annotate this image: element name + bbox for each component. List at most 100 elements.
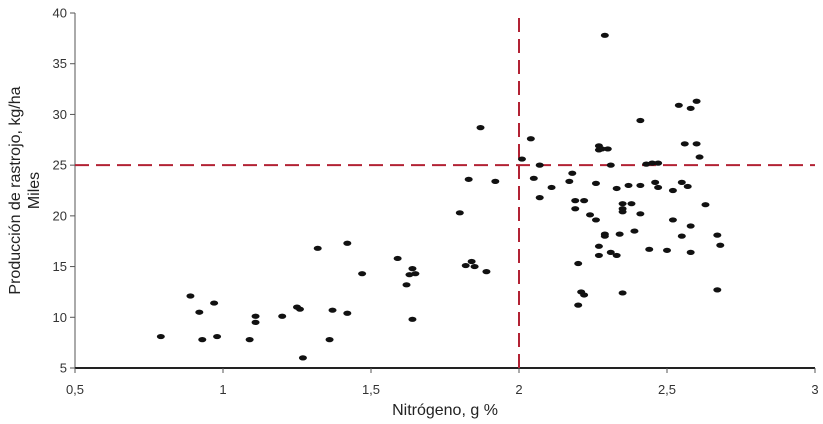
- data-point: [571, 198, 580, 204]
- y-tick-label: 30: [53, 107, 67, 122]
- data-point: [716, 242, 725, 248]
- data-point: [695, 154, 704, 160]
- data-points: [156, 32, 725, 361]
- data-point: [627, 201, 636, 207]
- data-point: [568, 170, 577, 176]
- data-point: [547, 184, 556, 191]
- data-point: [612, 252, 621, 259]
- data-point: [630, 228, 639, 234]
- x-tick-label: 2: [515, 382, 522, 397]
- data-point: [491, 178, 500, 184]
- data-point: [680, 141, 689, 147]
- data-point: [574, 302, 583, 308]
- y-tick-label: 35: [53, 56, 67, 71]
- data-point: [245, 337, 254, 343]
- data-point: [663, 247, 671, 253]
- data-point: [668, 187, 677, 194]
- data-point: [594, 252, 603, 259]
- data-point: [529, 175, 538, 181]
- data-point: [278, 313, 287, 319]
- data-point: [210, 300, 219, 306]
- data-point: [668, 217, 677, 223]
- data-point: [482, 269, 491, 275]
- x-tick-label: 0,5: [66, 382, 84, 397]
- data-point: [591, 217, 600, 223]
- data-point: [636, 117, 645, 124]
- data-point: [343, 240, 352, 246]
- y-tick-label: 20: [53, 208, 67, 223]
- data-point: [295, 306, 304, 312]
- data-point: [213, 333, 222, 340]
- data-point: [325, 337, 334, 343]
- data-point: [467, 258, 476, 265]
- y-axis-title: Producción de rastrojo, kg/ha: [7, 86, 24, 294]
- data-point: [615, 231, 624, 237]
- data-point: [597, 146, 606, 152]
- data-point: [408, 266, 417, 272]
- data-point: [713, 232, 722, 238]
- data-point: [701, 202, 710, 208]
- data-point: [713, 287, 722, 293]
- data-point: [313, 245, 322, 251]
- data-point: [686, 223, 695, 229]
- data-point: [476, 125, 485, 131]
- data-point: [186, 293, 195, 299]
- y-axis-subtitle: Miles: [26, 172, 43, 209]
- data-point: [565, 178, 574, 184]
- data-point: [603, 146, 612, 152]
- data-point: [612, 185, 621, 192]
- data-point: [402, 282, 411, 288]
- data-point: [464, 176, 473, 182]
- data-point: [674, 102, 683, 108]
- data-point: [606, 249, 615, 255]
- y-tick-label: 15: [53, 259, 67, 274]
- data-point: [571, 206, 580, 212]
- data-point: [618, 290, 627, 296]
- data-point: [580, 292, 589, 298]
- y-tick-label: 10: [53, 310, 67, 325]
- data-point: [645, 246, 654, 252]
- data-point: [606, 162, 615, 168]
- data-point: [358, 271, 367, 277]
- data-point: [677, 233, 686, 239]
- data-point: [636, 182, 645, 189]
- data-point: [535, 195, 544, 201]
- data-point: [343, 310, 352, 316]
- x-tick-label: 2,5: [658, 382, 676, 397]
- data-point: [195, 309, 204, 315]
- data-point: [298, 355, 307, 361]
- data-point: [692, 141, 701, 147]
- data-point: [470, 263, 479, 270]
- y-tick-label: 40: [53, 6, 67, 21]
- data-point: [526, 136, 535, 142]
- x-tick-label: 1: [219, 382, 226, 397]
- data-point: [600, 233, 609, 239]
- data-point: [251, 313, 260, 319]
- axes: [70, 12, 816, 373]
- y-tick-label: 25: [53, 158, 67, 173]
- data-point: [328, 307, 337, 313]
- data-point: [683, 183, 692, 190]
- data-point: [654, 184, 663, 191]
- data-point: [408, 316, 417, 322]
- data-point: [393, 255, 402, 262]
- data-point: [600, 32, 609, 38]
- data-point: [455, 210, 464, 216]
- data-point: [535, 162, 544, 168]
- data-point: [156, 333, 165, 340]
- data-point: [411, 271, 420, 277]
- data-point: [251, 319, 260, 325]
- data-point: [517, 156, 526, 162]
- y-tick-label: 5: [60, 361, 67, 376]
- data-point: [618, 201, 627, 207]
- data-point: [618, 209, 627, 215]
- data-point: [686, 249, 695, 255]
- data-point: [574, 260, 583, 267]
- x-tick-label: 3: [811, 382, 818, 397]
- x-tick-label: 1,5: [362, 382, 380, 397]
- data-point: [677, 179, 686, 185]
- data-point: [651, 179, 660, 185]
- data-point: [594, 243, 603, 249]
- x-axis-title: Nitrógeno, g %: [392, 402, 498, 419]
